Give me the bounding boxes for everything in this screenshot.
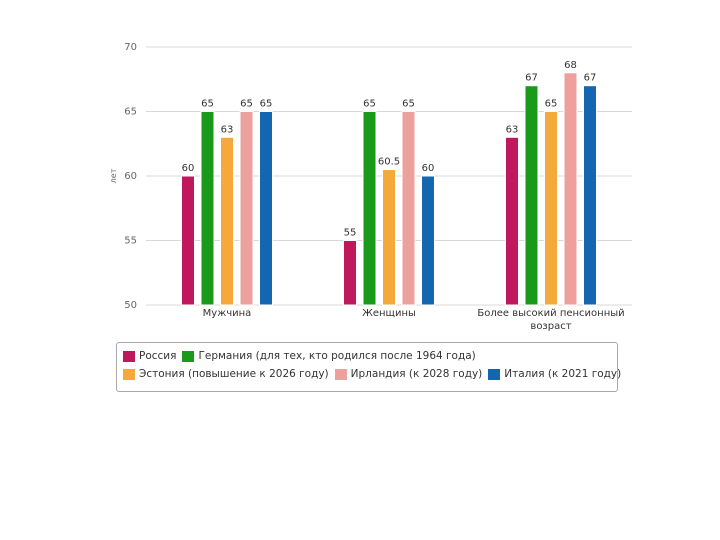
y-tick-label: 60 bbox=[124, 171, 137, 182]
bar-0-0[interactable] bbox=[181, 175, 195, 306]
data-label: 63 bbox=[221, 124, 234, 135]
legend-swatch bbox=[182, 350, 195, 362]
data-label: 65 bbox=[402, 99, 415, 110]
legend-item-italy[interactable]: Италия (к 2021 году) bbox=[488, 368, 621, 380]
legend-label: Италия (к 2021 году) bbox=[504, 368, 622, 380]
legend-label: Эстония (повышение к 2026 году) bbox=[139, 368, 329, 380]
bar-1-0[interactable] bbox=[343, 240, 357, 306]
category-label: Более высокий пенсионный возраст bbox=[477, 308, 624, 332]
category-labels: Мужчина Женщины Более высокий пенсионный во… bbox=[203, 308, 625, 332]
legend-label: Германия (для тех, кто родился после 196… bbox=[198, 350, 476, 362]
bar-2-4[interactable] bbox=[583, 85, 597, 306]
legend-swatch bbox=[488, 368, 501, 380]
category-label: Женщины bbox=[362, 308, 416, 319]
y-tick-label: 70 bbox=[124, 42, 137, 53]
bar-0-4[interactable] bbox=[259, 111, 273, 306]
legend-row-1: Россия Германия (для тех, кто родился по… bbox=[123, 347, 611, 365]
legend-swatch bbox=[334, 368, 347, 380]
y-tick-labels: 50 55 60 65 70 bbox=[124, 42, 137, 311]
data-label: 63 bbox=[506, 124, 519, 135]
data-label: 65 bbox=[363, 99, 376, 110]
legend-label: Россия bbox=[139, 350, 177, 362]
data-label: 60.5 bbox=[378, 157, 400, 168]
bar-0-2[interactable] bbox=[220, 136, 234, 306]
legend: Россия Германия (для тех, кто родился по… bbox=[116, 342, 621, 392]
category-label: Мужчина bbox=[203, 308, 252, 319]
legend-row-2: Эстония (повышение к 2026 году) Ирландия… bbox=[123, 365, 621, 383]
legend-label: Ирландия (к 2028 году) bbox=[350, 368, 483, 380]
bars bbox=[181, 72, 597, 306]
bar-2-2[interactable] bbox=[544, 111, 558, 306]
bar-2-1[interactable] bbox=[524, 85, 539, 306]
data-label: 65 bbox=[260, 99, 273, 110]
bar-1-1[interactable] bbox=[362, 111, 377, 306]
data-label: 65 bbox=[201, 99, 214, 110]
data-labels: 60 65 63 65 65 55 65 60.5 65 60 63 67 65 68 67 bbox=[182, 60, 597, 239]
legend-swatch bbox=[123, 350, 135, 362]
legend-item-russia[interactable]: Россия bbox=[123, 350, 176, 362]
legend-item-ireland[interactable]: Ирландия (к 2028 году) bbox=[334, 368, 483, 380]
data-label: 68 bbox=[564, 60, 577, 71]
legend-item-germany[interactable]: Германия (для тех, кто родился после 196… bbox=[182, 350, 476, 362]
legend-swatch bbox=[123, 368, 135, 380]
y-axis-label: лет bbox=[109, 168, 118, 183]
bar-1-4[interactable] bbox=[421, 175, 435, 306]
data-label: 60 bbox=[182, 163, 195, 174]
y-tick-label: 50 bbox=[124, 300, 137, 311]
bar-2-3[interactable] bbox=[563, 72, 578, 306]
y-tick-label: 55 bbox=[124, 236, 137, 247]
bar-1-2[interactable] bbox=[382, 169, 396, 306]
data-label: 55 bbox=[344, 228, 357, 239]
data-label: 65 bbox=[545, 99, 558, 110]
bar-2-0[interactable] bbox=[505, 136, 519, 306]
bar-0-1[interactable] bbox=[200, 111, 215, 306]
data-label: 65 bbox=[240, 99, 253, 110]
bar-0-3[interactable] bbox=[239, 111, 254, 306]
y-tick-label: 65 bbox=[124, 107, 137, 118]
bar-1-3[interactable] bbox=[401, 111, 416, 306]
data-label: 67 bbox=[584, 73, 597, 84]
legend-item-estonia[interactable]: Эстония (повышение к 2026 году) bbox=[123, 368, 329, 380]
data-label: 67 bbox=[525, 73, 538, 84]
data-label: 60 bbox=[422, 163, 435, 174]
